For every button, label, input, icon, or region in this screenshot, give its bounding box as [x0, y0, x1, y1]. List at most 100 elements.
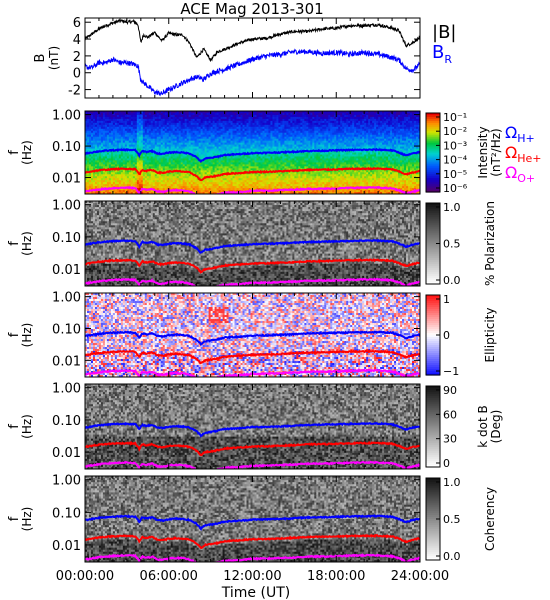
panel-5-colorbar-tick-label: 30 [443, 433, 457, 446]
panel-6-ytick-label: 1.00 [52, 474, 81, 489]
panel-2-colorbar-swatch [426, 114, 440, 118]
panel-4-colorbar-swatch [426, 361, 440, 364]
panel-3-colorbar-swatch [426, 277, 440, 281]
panel-2-colorbar-tick-label: 10⁻⁶ [443, 182, 468, 195]
panel-2-colorbar-swatch [426, 124, 440, 128]
panel-3-colorbar-tick-label: 1.0 [443, 201, 461, 214]
panel-5-colorbar-tick-label: 60 [443, 408, 457, 421]
panel-5-colorbar-swatch [426, 464, 440, 468]
panel-6-colorbar-swatch [426, 500, 440, 504]
panel-2-colorbar-swatch [426, 160, 440, 163]
panel-4-colorbar-swatch [426, 301, 440, 304]
panel-5-curve-h-plus [85, 421, 420, 438]
panel-1-yunit: (nT) [47, 46, 61, 70]
panel-5-colorbar-swatch [426, 406, 440, 409]
panel-5-colorbar-swatch [426, 386, 440, 389]
panel-4: 1.00 0.10 0.01 f(Hz) 1 0 −1 Ellipticity [7, 291, 497, 378]
panel-5-colorbar-swatch [426, 430, 440, 434]
panel-4-colorbar-swatch [426, 339, 440, 342]
panel-3-colorbar-tick-label: 0.0 [443, 274, 461, 287]
panel-2-colorbar-tick-label: 10⁻¹ [443, 111, 467, 124]
panel-3-colorbar-swatch [426, 231, 440, 234]
panel-5-colorbar-swatch [426, 452, 440, 456]
panel-6-colorbar-swatch [426, 516, 440, 520]
panel-6-colorbar-swatch [426, 543, 440, 547]
x-tick-label: 12:00:00 [223, 569, 281, 584]
panel-6-colorbar-swatch [426, 506, 440, 510]
x-tick-label: 24:00:00 [391, 569, 449, 584]
panel-3-colorbar-label: % Polarization [483, 201, 497, 286]
panel-3-colorbar-swatch [426, 273, 440, 277]
panel-2-colorbar-swatch [426, 172, 440, 175]
panel-2-curve-he-plus [85, 166, 420, 182]
panel-5-colorbar-tick-label: 0 [443, 457, 450, 470]
chart-title: ACE Mag 2013-301 [180, 0, 323, 18]
panel-4-colorbar-swatch [426, 357, 440, 360]
panel-3-colorbar-swatch [426, 237, 440, 241]
legend-omega-h-plus: ΩH+ [505, 123, 535, 145]
panel-5-colorbar-swatch [426, 398, 440, 401]
panel-4-colorbar-swatch [426, 307, 440, 310]
panel-2-colorbar-swatch [426, 168, 440, 171]
panel-3-colorbar-swatch [426, 265, 440, 269]
panel-3-curve-he-plus [85, 258, 420, 274]
panel-5-colorbar-swatch [426, 434, 440, 438]
panel-3-colorbar-swatch [426, 267, 440, 271]
panel-6-colorbar-swatch [426, 541, 440, 545]
panel-5-colorbar-swatch [426, 408, 440, 411]
panel-5-colorbar-swatch [426, 428, 440, 432]
panel-2-colorbar-swatch [426, 152, 440, 156]
panel-3-colorbar-swatch [426, 257, 440, 261]
panel-5-colorbar-swatch [426, 392, 440, 395]
panel-2-colorbar-swatch [426, 144, 440, 148]
panel-4-colorbar-swatch [426, 359, 440, 362]
panel-6-colorbar-swatch [426, 504, 440, 508]
x-tick-label: 18:00:00 [307, 569, 365, 584]
panel-6-colorbar-tick-label: 1.0 [443, 476, 461, 489]
panel-5-colorbar-swatch [426, 418, 440, 422]
panel-3-colorbar-swatch [426, 275, 440, 279]
panel-5-ylabel: f [7, 424, 22, 429]
panel-6-colorbar-swatch [426, 523, 440, 526]
panel-2-ylabel: f [7, 150, 22, 155]
panel-2-colorbar-swatch [426, 164, 440, 167]
panel-4-colorbar-swatch [426, 303, 440, 306]
panel-3-colorbar-swatch [426, 223, 440, 226]
panel-3-colorbar-swatch [426, 215, 440, 218]
panel-5-colorbar-swatch [426, 444, 440, 448]
panel-3-colorbar-swatch [426, 229, 440, 232]
panel-2-colorbar-tick-label: 10⁻⁵ [443, 168, 467, 181]
panel-2-colorbar-swatch [426, 182, 440, 185]
panel-4-colorbar-swatch [426, 373, 440, 376]
panel-4-ylabel: f [7, 332, 22, 337]
panel-2-colorbar-swatch [426, 148, 440, 152]
panel-4-colorbar-swatch [426, 331, 440, 334]
panel-3-colorbar-swatch [426, 245, 440, 249]
panel-2-colorbar-swatch [426, 126, 440, 130]
panel-4-ytick-label: 0.01 [52, 354, 81, 369]
panel-5-spectrogram [85, 384, 420, 469]
panel-4-colorbar-swatch [426, 333, 440, 336]
panel-6-colorbar-swatch [426, 525, 440, 528]
panel-5-colorbar-swatch [426, 416, 440, 420]
x-axis-label: Time (UT) [221, 585, 290, 600]
panel-1-ytick-label: 2 [73, 50, 81, 65]
panel-1-ytick-label: 6 [73, 16, 81, 31]
panel-6-colorbar-swatch [426, 555, 440, 559]
panel-5-yunit: (Hz) [20, 414, 34, 439]
panel-4-colorbar-swatch [426, 335, 440, 338]
panel-2-colorbar-tick-label: 10⁻² [443, 125, 467, 138]
panel-2-colorbar-swatch [426, 166, 440, 169]
panel-3-colorbar-swatch [426, 235, 440, 239]
panel-3-colorbar-swatch [426, 261, 440, 265]
panel-2-colorbar-swatch [426, 180, 440, 183]
legend-omega-o-plus: ΩO+ [505, 163, 535, 185]
panel-6-colorbar-swatch [426, 521, 440, 524]
panel-5-colorbar-swatch [426, 390, 440, 393]
panel-4-colorbar-swatch [426, 343, 440, 346]
panel-4-colorbar-swatch [426, 351, 440, 354]
panel-3-colorbar-swatch [426, 233, 440, 237]
panel-6-colorbar-swatch [426, 557, 440, 561]
panel-2-ytick-label: 1.00 [52, 109, 81, 124]
